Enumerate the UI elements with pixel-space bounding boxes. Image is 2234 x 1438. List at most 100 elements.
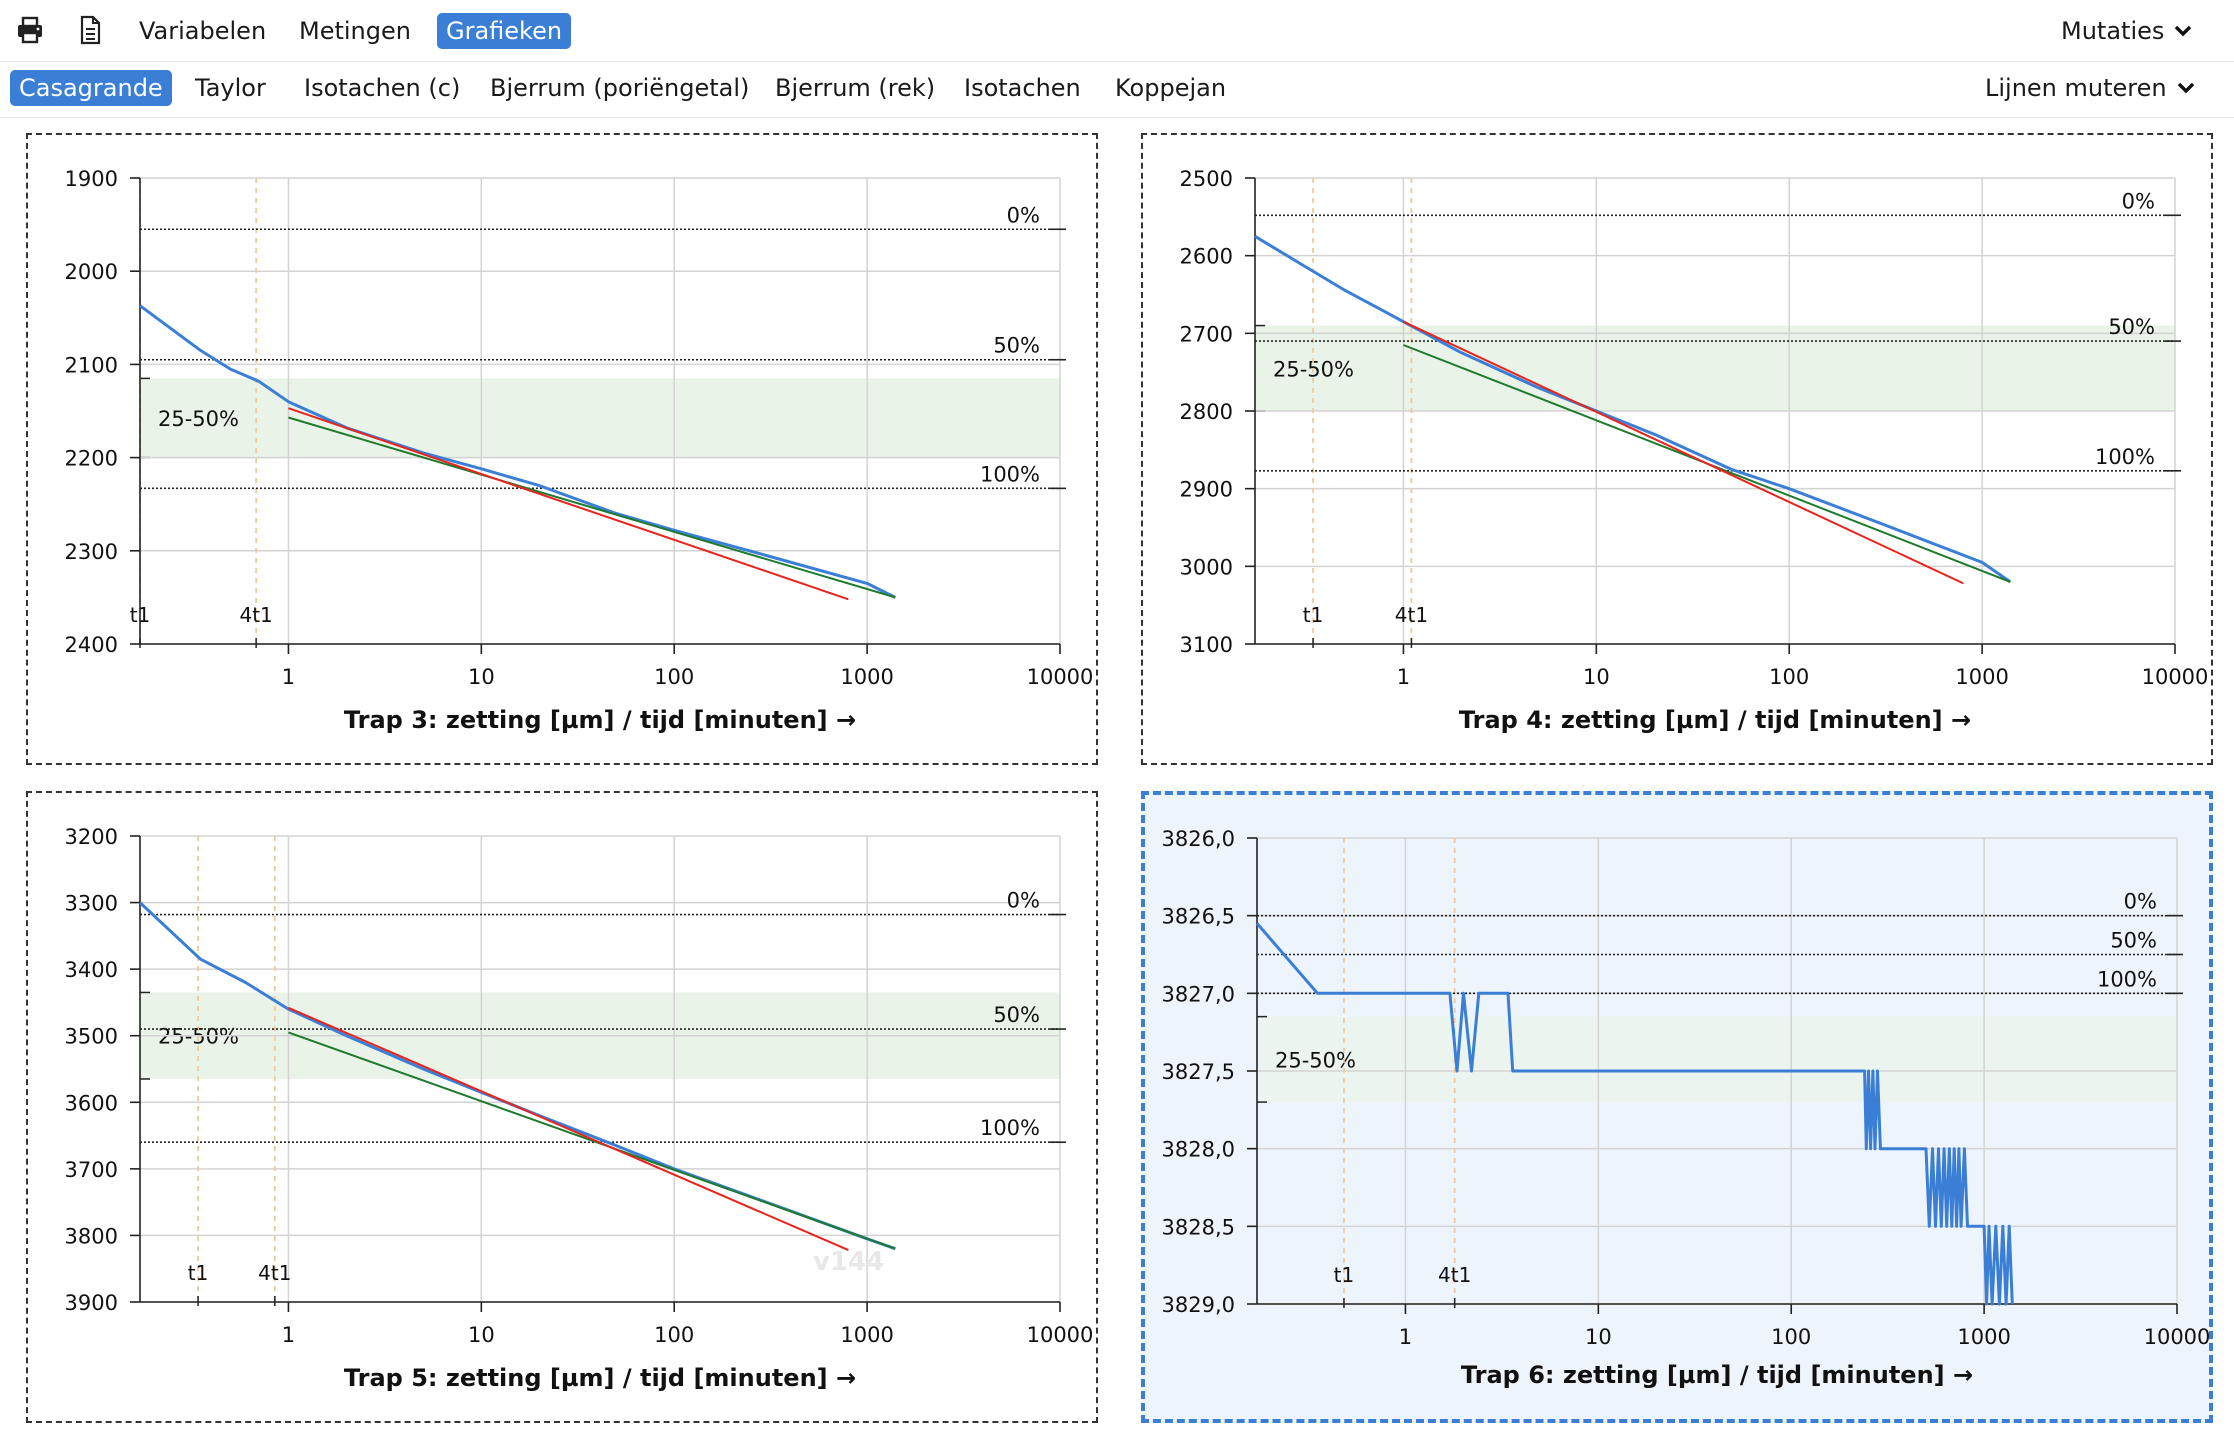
mutaties-label: Mutaties	[2061, 17, 2165, 45]
y-tick-label: 2200	[65, 447, 118, 471]
y-tick-label: 3828,0	[1162, 1138, 1235, 1162]
level-label: 50%	[2108, 315, 2155, 339]
tab-metingen[interactable]: Metingen	[299, 17, 411, 45]
y-tick-label: 3400	[65, 958, 118, 982]
series-line	[288, 1006, 849, 1252]
x-tick-label: 10	[1585, 1325, 1612, 1349]
tab-bjerrum-porie[interactable]: Bjerrum (poriëngetal)	[490, 74, 750, 102]
x-tick-label: 10000	[1027, 1323, 1094, 1347]
level-label: 50%	[993, 334, 1040, 358]
level-label: 0%	[2124, 890, 2157, 914]
chevron-down-icon	[2177, 82, 2194, 94]
tab-casagrande[interactable]: Casagrande	[10, 70, 172, 106]
level-label: 50%	[2110, 929, 2157, 953]
series-line	[1255, 922, 2014, 1306]
tab-grafieken[interactable]: Grafieken	[437, 13, 572, 49]
y-tick-label: 3829,0	[1162, 1293, 1235, 1317]
x-tick-label: 1000	[840, 1323, 893, 1347]
tab-isotachen-c[interactable]: Isotachen (c)	[304, 74, 461, 102]
marker-label: 4t1	[239, 603, 272, 627]
marker-label: t1	[188, 1261, 209, 1285]
x-tick-label: 1	[1399, 1325, 1412, 1349]
chart-svg: 25-50%t1 4t10%50%100%25002600270028002900…	[1180, 167, 2209, 734]
y-tick-label: 3200	[65, 825, 118, 849]
band-label: 25-50%	[158, 407, 239, 431]
chart-subnav: Casagrande Taylor Isotachen (c) Bjerrum …	[0, 62, 2234, 118]
chart-title: Trap 3: zetting [µm] / tijd [minuten] →	[344, 706, 856, 734]
level-label: 0%	[1007, 203, 1040, 227]
x-tick-label: 1000	[1957, 1325, 2010, 1349]
y-tick-label: 3828,5	[1162, 1215, 1235, 1239]
x-tick-label: 100	[1769, 665, 1809, 689]
band-25-50	[140, 378, 1060, 458]
x-tick-label: 1	[282, 1323, 295, 1347]
y-tick-label: 3826,5	[1162, 905, 1235, 929]
y-tick-label: 3500	[65, 1025, 118, 1049]
series-line	[288, 1031, 896, 1250]
y-tick-label: 3827,5	[1162, 1060, 1235, 1084]
x-tick-label: 10000	[2142, 665, 2209, 689]
chart-svg: 25-50%t1 4t10%50%100%19002000210022002300…	[65, 167, 1094, 734]
y-tick-label: 2600	[1180, 245, 1233, 269]
tab-bjerrum-rek[interactable]: Bjerrum (rek)	[775, 74, 936, 102]
mutaties-dropdown[interactable]: Mutaties	[2052, 13, 2203, 49]
y-tick-label: 2700	[1180, 322, 1233, 346]
chart-panel-trap-5[interactable]: 25-50% t1 4t1 0% 50% 100% 3200 3300 3400 3500 3600…	[26, 791, 1098, 1423]
x-tick-label: 1	[1397, 665, 1410, 689]
y-tick-label: 3000	[1180, 555, 1233, 579]
y-tick-label: 3800	[65, 1224, 118, 1248]
chart-title: Trap 4: zetting [µm] / tijd [minuten] →	[1459, 706, 1971, 734]
chevron-down-icon	[2175, 25, 2192, 37]
x-tick-label: 10000	[2144, 1325, 2211, 1349]
chart-panel-trap-4[interactable]: 25-50% t1 4t1 0% 50% 100% 2500 2600 2700 2800 2900…	[1141, 133, 2213, 765]
y-tick-label: 3100	[1180, 633, 1233, 657]
print-icon[interactable]	[14, 14, 46, 46]
tab-taylor[interactable]: Taylor	[195, 74, 266, 102]
main-toolbar: Variabelen Metingen Grafieken Mutaties	[0, 0, 2234, 62]
marker-label: 4t1	[1438, 1263, 1471, 1287]
y-tick-label: 2000	[65, 260, 118, 284]
series-line	[288, 407, 849, 601]
x-tick-label: 100	[654, 1323, 694, 1347]
tab-isotachen[interactable]: Isotachen	[964, 74, 1081, 102]
y-tick-label: 1900	[65, 167, 118, 191]
x-tick-label: 100	[1771, 1325, 1811, 1349]
y-tick-label: 3300	[65, 892, 118, 916]
x-tick-label: 100	[654, 665, 694, 689]
chart-panel-trap-6[interactable]: 25-50% t1 4t1 0% 50% 100% 3826,0 3826,5 3827,0 38…	[1141, 791, 2213, 1423]
x-tick-label: 10	[468, 1323, 495, 1347]
marker-label: t1	[1334, 1263, 1355, 1287]
chart-svg: 25-50% t1 4t1 0% 50% 100% 3826,0 3826,5 3827,0 38…	[1162, 827, 2211, 1389]
y-tick-label: 2100	[65, 353, 118, 377]
lijnen-muteren-dropdown[interactable]: Lijnen muteren	[1976, 70, 2206, 106]
x-tick-label: 10	[1583, 665, 1610, 689]
y-tick-label: 2500	[1180, 167, 1233, 191]
chart-panel-trap-3[interactable]: 25-50% t1 4t1 0% 50% 100% 1900 2000 2100 2200 2300…	[26, 133, 1098, 765]
level-label: 50%	[993, 1003, 1040, 1027]
level-label: 0%	[2122, 189, 2155, 213]
y-tick-label: 3600	[65, 1091, 118, 1115]
level-label: 0%	[1007, 889, 1040, 913]
marker-label: 4t1	[1395, 603, 1428, 627]
band-25-50	[1255, 325, 2175, 411]
level-label: 100%	[2097, 967, 2157, 991]
series-line	[139, 304, 896, 599]
y-tick-label: 2400	[65, 633, 118, 657]
series-line	[288, 416, 896, 599]
y-tick-label: 3827,0	[1162, 982, 1235, 1006]
tab-variabelen[interactable]: Variabelen	[139, 17, 267, 45]
chart-title: Trap 6: zetting [µm] / tijd [minuten] →	[1461, 1361, 1973, 1389]
x-tick-label: 10000	[1027, 665, 1094, 689]
band-25-50	[1257, 1016, 2177, 1103]
series-line	[1402, 320, 1964, 585]
y-tick-label: 3826,0	[1162, 827, 1235, 851]
document-icon[interactable]	[74, 14, 106, 46]
x-tick-label: 1000	[840, 665, 893, 689]
x-tick-label: 10	[468, 665, 495, 689]
y-tick-label: 2900	[1180, 478, 1233, 502]
band-label: 25-50%	[1275, 1048, 1356, 1072]
y-tick-label: 2300	[65, 540, 118, 564]
x-tick-label: 1000	[1955, 665, 2008, 689]
tab-koppejan[interactable]: Koppejan	[1115, 74, 1227, 102]
y-tick-label: 3900	[65, 1291, 118, 1315]
